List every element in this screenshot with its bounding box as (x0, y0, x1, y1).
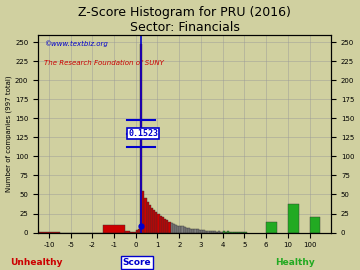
Bar (138, 230, 140, 232)
Bar (140, 44, 142, 232)
Bar (199, 230, 201, 232)
Bar (288, 204, 299, 232)
Text: Score: Score (122, 258, 151, 267)
Bar (160, 216, 162, 232)
Bar (212, 231, 214, 232)
Bar (207, 231, 210, 232)
Bar (184, 227, 186, 232)
Bar (203, 230, 205, 232)
Bar (168, 222, 171, 232)
Bar (147, 202, 149, 232)
Bar (214, 231, 216, 232)
Bar (190, 229, 192, 232)
Bar (192, 229, 194, 232)
Bar (171, 223, 173, 232)
Bar (222, 231, 225, 232)
Bar (103, 225, 125, 232)
Bar (162, 217, 164, 232)
Title: Z-Score Histogram for PRU (2016)
Sector: Financials: Z-Score Histogram for PRU (2016) Sector:… (78, 6, 291, 33)
Text: The Research Foundation of SUNY: The Research Foundation of SUNY (44, 60, 164, 66)
Bar (151, 208, 153, 232)
Bar (201, 230, 203, 232)
Text: ©www.textbiz.org: ©www.textbiz.org (44, 41, 108, 47)
Bar (197, 230, 199, 232)
Bar (125, 231, 130, 232)
Bar (179, 227, 181, 232)
Bar (227, 231, 229, 232)
Bar (181, 227, 184, 232)
Bar (175, 225, 177, 232)
Text: Unhealthy: Unhealthy (10, 258, 62, 267)
Bar (186, 228, 188, 232)
Bar (166, 220, 168, 232)
Bar (194, 230, 197, 232)
Bar (188, 228, 190, 232)
Bar (164, 219, 166, 232)
Bar (205, 231, 207, 232)
Bar (153, 210, 155, 232)
Bar (157, 214, 160, 232)
Bar (142, 191, 144, 232)
Text: 0.1523: 0.1523 (128, 129, 158, 138)
Bar (177, 226, 179, 232)
Bar (149, 205, 151, 232)
Bar (266, 222, 277, 232)
Bar (210, 231, 212, 232)
Bar (144, 198, 147, 232)
Text: Healthy: Healthy (275, 258, 315, 267)
Y-axis label: Number of companies (997 total): Number of companies (997 total) (5, 75, 12, 192)
Bar (155, 212, 157, 232)
Bar (218, 231, 220, 232)
Bar (310, 217, 320, 232)
Bar (173, 224, 175, 232)
Bar (136, 230, 138, 232)
